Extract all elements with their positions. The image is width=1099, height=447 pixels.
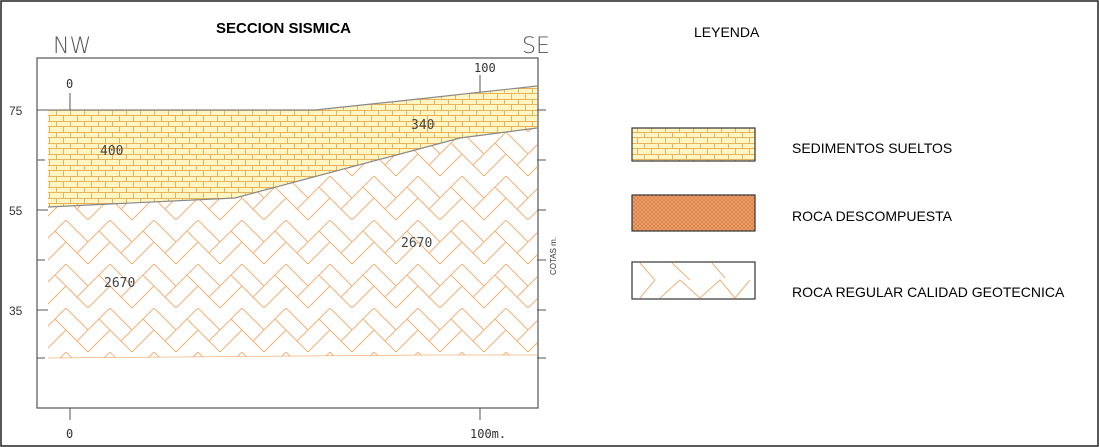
velocity-sediments-left: 400 bbox=[100, 144, 123, 159]
velocity-rock-right: 2670 bbox=[401, 236, 432, 251]
sediment-rock-interface bbox=[47, 127, 538, 208]
top-tick-100-label: 100 bbox=[474, 61, 496, 75]
direction-nw-label: NW bbox=[53, 34, 91, 59]
legend-rock-swatch bbox=[631, 261, 756, 300]
direction-se-label: SE bbox=[522, 34, 550, 59]
ground-surface-line bbox=[48, 85, 538, 111]
right-axis-label: COTAS m. bbox=[549, 237, 558, 275]
section-frame bbox=[36, 57, 539, 409]
velocity-rock-left: 2670 bbox=[104, 276, 135, 291]
bottom-tick-100-label: 100m. bbox=[470, 427, 506, 441]
rock-layer bbox=[48, 128, 537, 358]
legend-sediments-swatch bbox=[631, 127, 756, 162]
elevation-75-label: 75 bbox=[9, 104, 23, 118]
legend-title: LEYENDA bbox=[694, 24, 760, 40]
bottom-tick-0-label: 0 bbox=[66, 427, 73, 441]
legend-rock-pattern bbox=[639, 262, 751, 299]
section-title: SECCION SISMICA bbox=[216, 20, 351, 37]
legend-sediments-label: SEDIMENTOS SUELTOS bbox=[792, 140, 952, 156]
elevation-35-label: 35 bbox=[9, 304, 23, 318]
rock-bottom-edge bbox=[47, 354, 537, 359]
elevation-55-label: 55 bbox=[9, 204, 23, 218]
velocity-sediments-right: 340 bbox=[411, 118, 434, 133]
legend-decomposed-swatch bbox=[631, 194, 756, 232]
legend-decomposed-label: ROCA DESCOMPUESTA bbox=[792, 208, 953, 224]
legend-rock-label: ROCA REGULAR CALIDAD GEOTECNICA bbox=[792, 284, 1065, 300]
sediment-layer bbox=[48, 86, 537, 207]
top-tick-0-label: 0 bbox=[66, 77, 73, 91]
